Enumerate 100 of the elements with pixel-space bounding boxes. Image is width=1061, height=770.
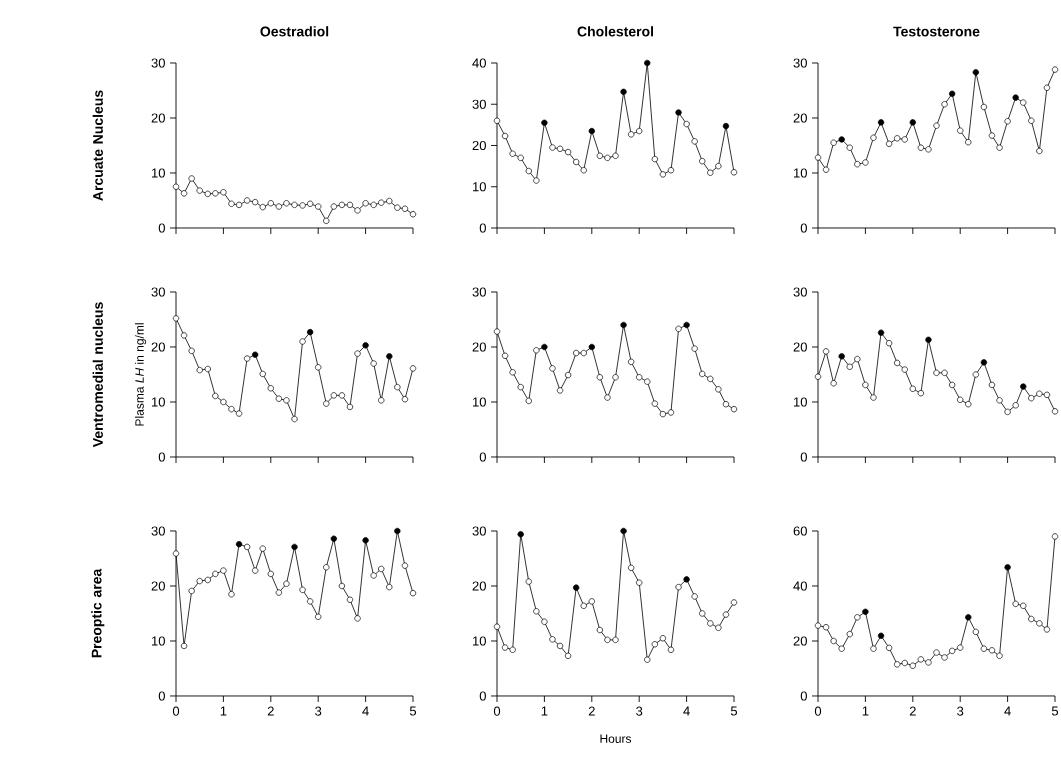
point bbox=[651, 400, 658, 407]
x-tick-label: 2 bbox=[588, 706, 595, 716]
point bbox=[846, 144, 853, 151]
y-tick-label: 30 bbox=[472, 287, 486, 297]
point bbox=[533, 177, 540, 184]
point bbox=[354, 207, 361, 214]
point bbox=[604, 636, 611, 644]
point bbox=[275, 203, 283, 210]
point bbox=[1012, 600, 1019, 608]
point bbox=[722, 122, 730, 130]
point bbox=[885, 644, 893, 652]
point bbox=[980, 359, 988, 366]
point bbox=[933, 122, 940, 129]
point bbox=[354, 350, 361, 357]
point bbox=[1004, 408, 1011, 416]
point bbox=[988, 381, 996, 389]
y-tick-label: 10 bbox=[473, 636, 486, 646]
point bbox=[533, 347, 540, 354]
x-tick-label: 0 bbox=[814, 706, 822, 716]
y-tick-label: 20 bbox=[472, 140, 486, 151]
point bbox=[870, 394, 877, 401]
y-tick-label: 30 bbox=[151, 287, 165, 297]
point bbox=[941, 369, 948, 376]
point bbox=[564, 652, 572, 659]
point bbox=[323, 400, 330, 407]
point bbox=[909, 385, 916, 392]
point bbox=[838, 353, 845, 360]
point bbox=[988, 647, 996, 654]
point bbox=[854, 355, 861, 363]
point bbox=[243, 355, 251, 362]
y-tick-label: 10 bbox=[473, 182, 486, 192]
point bbox=[220, 398, 227, 406]
text: Ventromedial nucleus bbox=[92, 302, 103, 448]
point bbox=[877, 329, 885, 336]
x-tick-label: 5 bbox=[409, 706, 417, 716]
y-tick-label: 0 bbox=[479, 691, 486, 701]
point bbox=[659, 635, 667, 642]
point bbox=[917, 656, 925, 663]
point bbox=[683, 120, 690, 128]
point bbox=[315, 364, 322, 371]
point bbox=[620, 321, 627, 329]
point bbox=[596, 374, 604, 381]
point bbox=[1043, 626, 1051, 633]
point bbox=[972, 628, 979, 636]
point bbox=[346, 201, 354, 209]
point bbox=[996, 144, 1003, 151]
point bbox=[330, 535, 337, 542]
point bbox=[267, 200, 274, 207]
point bbox=[933, 369, 940, 376]
point bbox=[691, 593, 698, 600]
point bbox=[252, 198, 259, 206]
point bbox=[814, 622, 822, 629]
point bbox=[517, 531, 524, 538]
point bbox=[267, 570, 274, 578]
point bbox=[814, 154, 822, 161]
chart-title: Testosterone bbox=[893, 26, 980, 37]
point bbox=[180, 190, 188, 197]
y-tick-label: 10 bbox=[473, 397, 486, 407]
point bbox=[627, 131, 635, 138]
text: Preoptic area bbox=[91, 568, 105, 658]
point bbox=[172, 550, 180, 557]
point bbox=[556, 387, 564, 394]
point bbox=[972, 371, 979, 378]
point bbox=[730, 169, 738, 176]
point bbox=[386, 353, 393, 360]
point bbox=[901, 659, 908, 667]
point bbox=[1036, 147, 1043, 155]
point bbox=[188, 347, 195, 354]
point bbox=[941, 101, 948, 108]
point bbox=[346, 403, 354, 411]
point bbox=[862, 381, 869, 389]
point bbox=[620, 527, 627, 535]
point bbox=[588, 127, 595, 135]
point bbox=[667, 167, 675, 174]
y-tick-label: 20 bbox=[151, 342, 165, 352]
point bbox=[722, 401, 730, 408]
point bbox=[283, 397, 290, 404]
point bbox=[299, 586, 306, 593]
point bbox=[644, 378, 651, 385]
point bbox=[644, 59, 651, 67]
y-tick-label: 10 bbox=[152, 636, 165, 646]
y-tick-label: 20 bbox=[793, 636, 807, 646]
point bbox=[220, 189, 227, 196]
point bbox=[204, 576, 211, 584]
point bbox=[894, 135, 901, 142]
y-tick-label: 20 bbox=[793, 342, 807, 352]
point bbox=[838, 645, 845, 652]
y-tick-label: 30 bbox=[472, 526, 486, 536]
point bbox=[307, 598, 314, 605]
y-tick-label: 10 bbox=[152, 168, 165, 178]
point bbox=[846, 630, 853, 638]
point bbox=[401, 205, 409, 212]
point bbox=[612, 636, 619, 644]
point bbox=[659, 171, 667, 178]
point bbox=[283, 200, 290, 207]
point bbox=[196, 187, 203, 194]
x-tick-label: 0 bbox=[172, 706, 180, 716]
point bbox=[394, 527, 401, 535]
point bbox=[612, 374, 619, 381]
x-tick-label: 5 bbox=[1051, 706, 1059, 716]
